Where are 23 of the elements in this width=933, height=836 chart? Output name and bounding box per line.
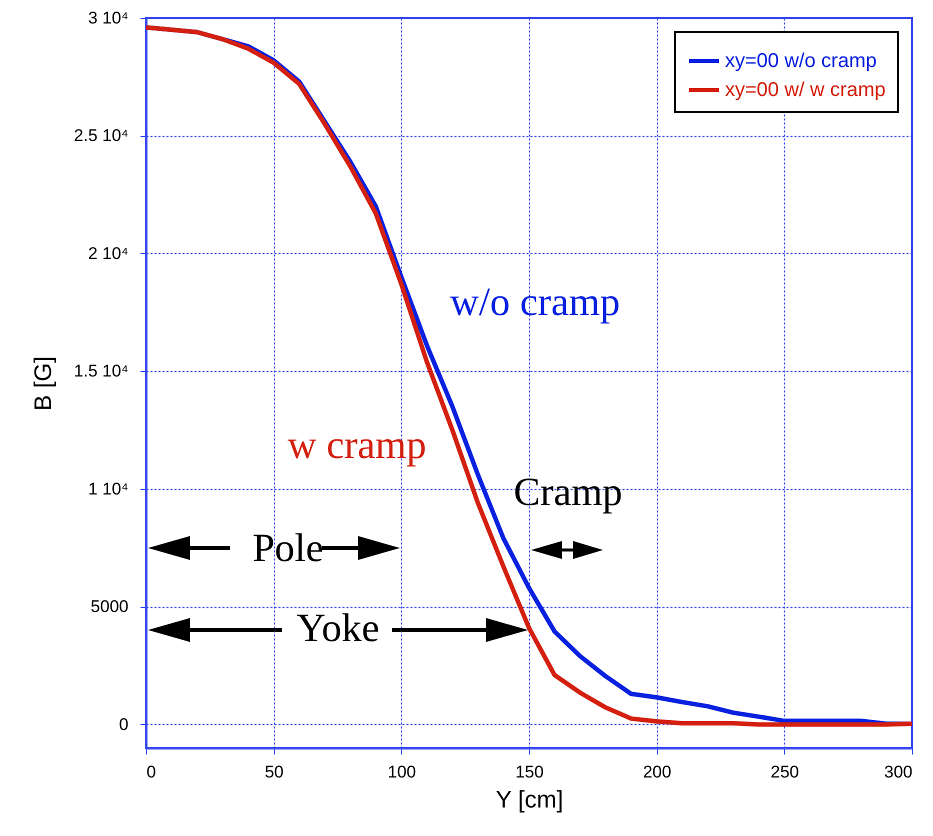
x-axis-title: Y [cm]: [496, 786, 564, 814]
legend-label: xy=00 w/ w cramp: [725, 79, 886, 101]
x-tick-label: 200: [642, 762, 672, 782]
x-tick-label: 150: [515, 762, 544, 782]
x-tick-label: 0: [146, 762, 156, 782]
y-tick-label: 5000: [90, 597, 128, 616]
y-tick-label: 1.5 10⁴: [74, 362, 128, 381]
annotation: w/o cramp: [450, 279, 620, 324]
x-tick-label: 300: [884, 762, 912, 782]
annotation: Pole: [252, 525, 324, 570]
y-tick-label: 1 10⁴: [88, 479, 128, 498]
legend-label: xy=00 w/o cramp: [725, 50, 877, 72]
y-tick-label: 2.5 10⁴: [74, 126, 128, 146]
x-tick-label: 100: [388, 762, 416, 782]
annotation: w cramp: [288, 422, 426, 467]
y-tick-label: 3 10⁴: [88, 8, 128, 28]
y-axis-title: B [G]: [30, 356, 57, 411]
annotation: Yoke: [296, 605, 380, 650]
x-tick-label: 250: [770, 762, 800, 782]
y-tick-label: 2 10⁴: [88, 244, 128, 263]
y-tick-label: 0: [119, 714, 128, 734]
x-tick-label: 50: [264, 762, 284, 782]
annotation: Cramp: [514, 469, 622, 514]
